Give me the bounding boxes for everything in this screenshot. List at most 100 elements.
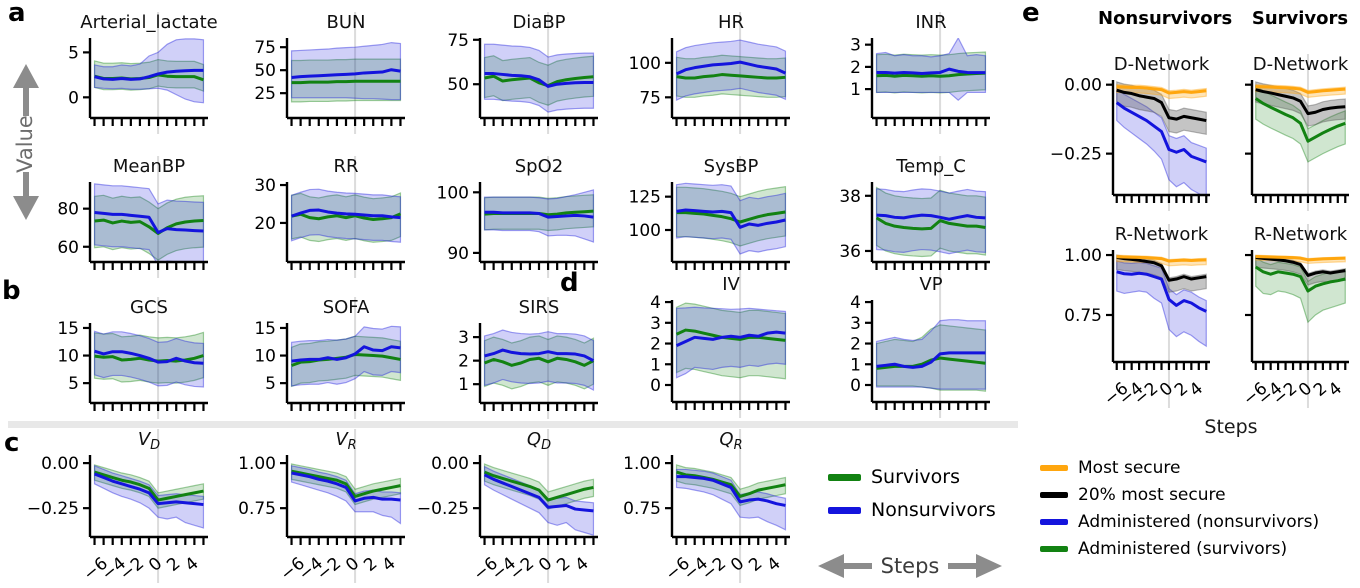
ytick-label: 1 — [850, 80, 861, 100]
legend-label: 20% most secure — [1078, 485, 1226, 505]
ytick-label: 30 — [254, 176, 276, 196]
ytick-label: 1.00 — [623, 454, 661, 474]
ytick-label: 10 — [254, 347, 276, 367]
ytick-label: 0 — [850, 376, 861, 396]
ytick-label: 80 — [57, 200, 79, 220]
line-survivors — [291, 469, 401, 498]
subplot-title: INR — [915, 12, 946, 33]
subplot-title: MeanBP — [113, 156, 185, 177]
ytick-label: 10 — [57, 347, 79, 367]
legend-panel-e: Most secure 20% most secure Administered (… — [1040, 458, 1319, 566]
ytick-label: 0.00 — [431, 454, 469, 474]
line-survivors — [484, 74, 594, 88]
ytick-label: 75 — [639, 88, 661, 108]
band-nonsurvivors — [675, 306, 787, 379]
ytick-label: 15 — [254, 319, 276, 339]
line-survivors — [94, 470, 204, 502]
line-20-most-secure — [1255, 255, 1346, 277]
ytick-label: 75 — [447, 31, 469, 51]
subplot-title: R-Network — [1115, 224, 1209, 245]
subplot-title: VD — [138, 429, 160, 453]
line-survivors — [675, 328, 786, 342]
ytick-label: 2 — [458, 352, 469, 372]
ytick-label: 25 — [254, 84, 276, 104]
subplot-title: RR — [333, 156, 358, 177]
value-axis-label: Value — [13, 115, 37, 173]
subplot-diabp: 50 75 DiaBP — [447, 12, 598, 134]
ytick-label: 4 — [650, 293, 661, 313]
ytick-label: 5 — [68, 374, 79, 394]
legend-item: Administered (survivors) — [1040, 539, 1319, 559]
line-nonsurvivors — [876, 351, 986, 369]
xtick-label: 4 — [571, 554, 592, 576]
subplot-rr: 20 30 RR — [254, 156, 405, 278]
panel-label-b: b — [2, 276, 21, 306]
panel-label-d: d — [560, 268, 579, 298]
ytick-label: 0.00 — [1064, 76, 1102, 96]
band-administered-survivors- — [1255, 256, 1346, 324]
subplot-title: QD — [527, 429, 551, 453]
xtick-label: 0 — [342, 554, 363, 576]
arrow-down-icon — [13, 196, 39, 220]
panel-label-c: c — [4, 428, 20, 458]
subplot-title: Arterial_lactate — [80, 12, 217, 33]
line-nonsurvivors — [291, 208, 401, 220]
line-nonsurvivors — [291, 68, 401, 80]
xtick-label: 2 — [553, 554, 574, 576]
line-nonsurvivors — [675, 60, 787, 76]
subplot-title: SIRS — [519, 297, 560, 318]
subplot-title: BUN — [327, 12, 366, 33]
panel-label-a: a — [8, 0, 26, 28]
line-20-most-secure — [1116, 88, 1207, 123]
line-nonsurvivors — [483, 473, 594, 513]
line-administered-nonsurvivors- — [1116, 270, 1207, 313]
legend-label: Administered (nonsurvivors) — [1078, 512, 1320, 532]
line-nonsurvivors — [291, 471, 401, 503]
subplot-meanbp: 60 80 MeanBP — [57, 156, 208, 278]
subplot-bun: 25 50 75 BUN — [254, 12, 405, 134]
line-survivors — [876, 356, 986, 370]
line-nonsurvivors — [94, 349, 204, 365]
band-nonsurvivors — [93, 38, 205, 104]
xtick-label: 0 — [145, 554, 166, 576]
panel-label-e: e — [1022, 0, 1040, 28]
xtick-label: 2 — [745, 554, 766, 576]
subplot-title: VR — [335, 429, 356, 453]
panel-e-steps-label: Steps — [1204, 416, 1258, 438]
arrow-left-icon — [818, 554, 844, 578]
line-administered-nonsurvivors- — [1115, 101, 1207, 164]
line-nonsurvivors — [484, 72, 594, 88]
legend-swatch-icon — [1040, 519, 1068, 525]
subplot-title: SpO2 — [515, 156, 563, 177]
panel-divider — [8, 421, 1018, 428]
ytick-label: 50 — [254, 61, 276, 81]
band-nonsurvivors — [875, 38, 987, 102]
ytick-label: 3 — [650, 314, 661, 334]
ytick-label: 0.00 — [41, 454, 79, 474]
ytick-label: 3 — [458, 328, 469, 348]
band-nonsurvivors — [875, 319, 987, 390]
ytick-label: 1.00 — [1064, 246, 1102, 266]
line-survivors — [483, 356, 595, 367]
subplot-sirs: 1 2 3 SIRS — [458, 297, 598, 419]
ytick-label: 15 — [57, 319, 79, 339]
steps-axis-arrow: Steps — [818, 554, 1002, 578]
ytick-label: 4 — [850, 293, 861, 313]
line-nonsurvivors — [676, 208, 786, 229]
legend-label: Most secure — [1078, 458, 1181, 478]
line-nonsurvivors — [93, 472, 204, 507]
subplot-edn: 0.00 −0.25 D-Network — [1050, 54, 1210, 211]
line-most-secure — [1255, 254, 1346, 262]
line-nonsurvivors — [291, 345, 401, 363]
band-survivors — [483, 463, 595, 510]
ytick-label: 2 — [650, 335, 661, 355]
ytick-label: 0 — [68, 88, 79, 108]
ytick-label: 0.75 — [238, 499, 276, 519]
